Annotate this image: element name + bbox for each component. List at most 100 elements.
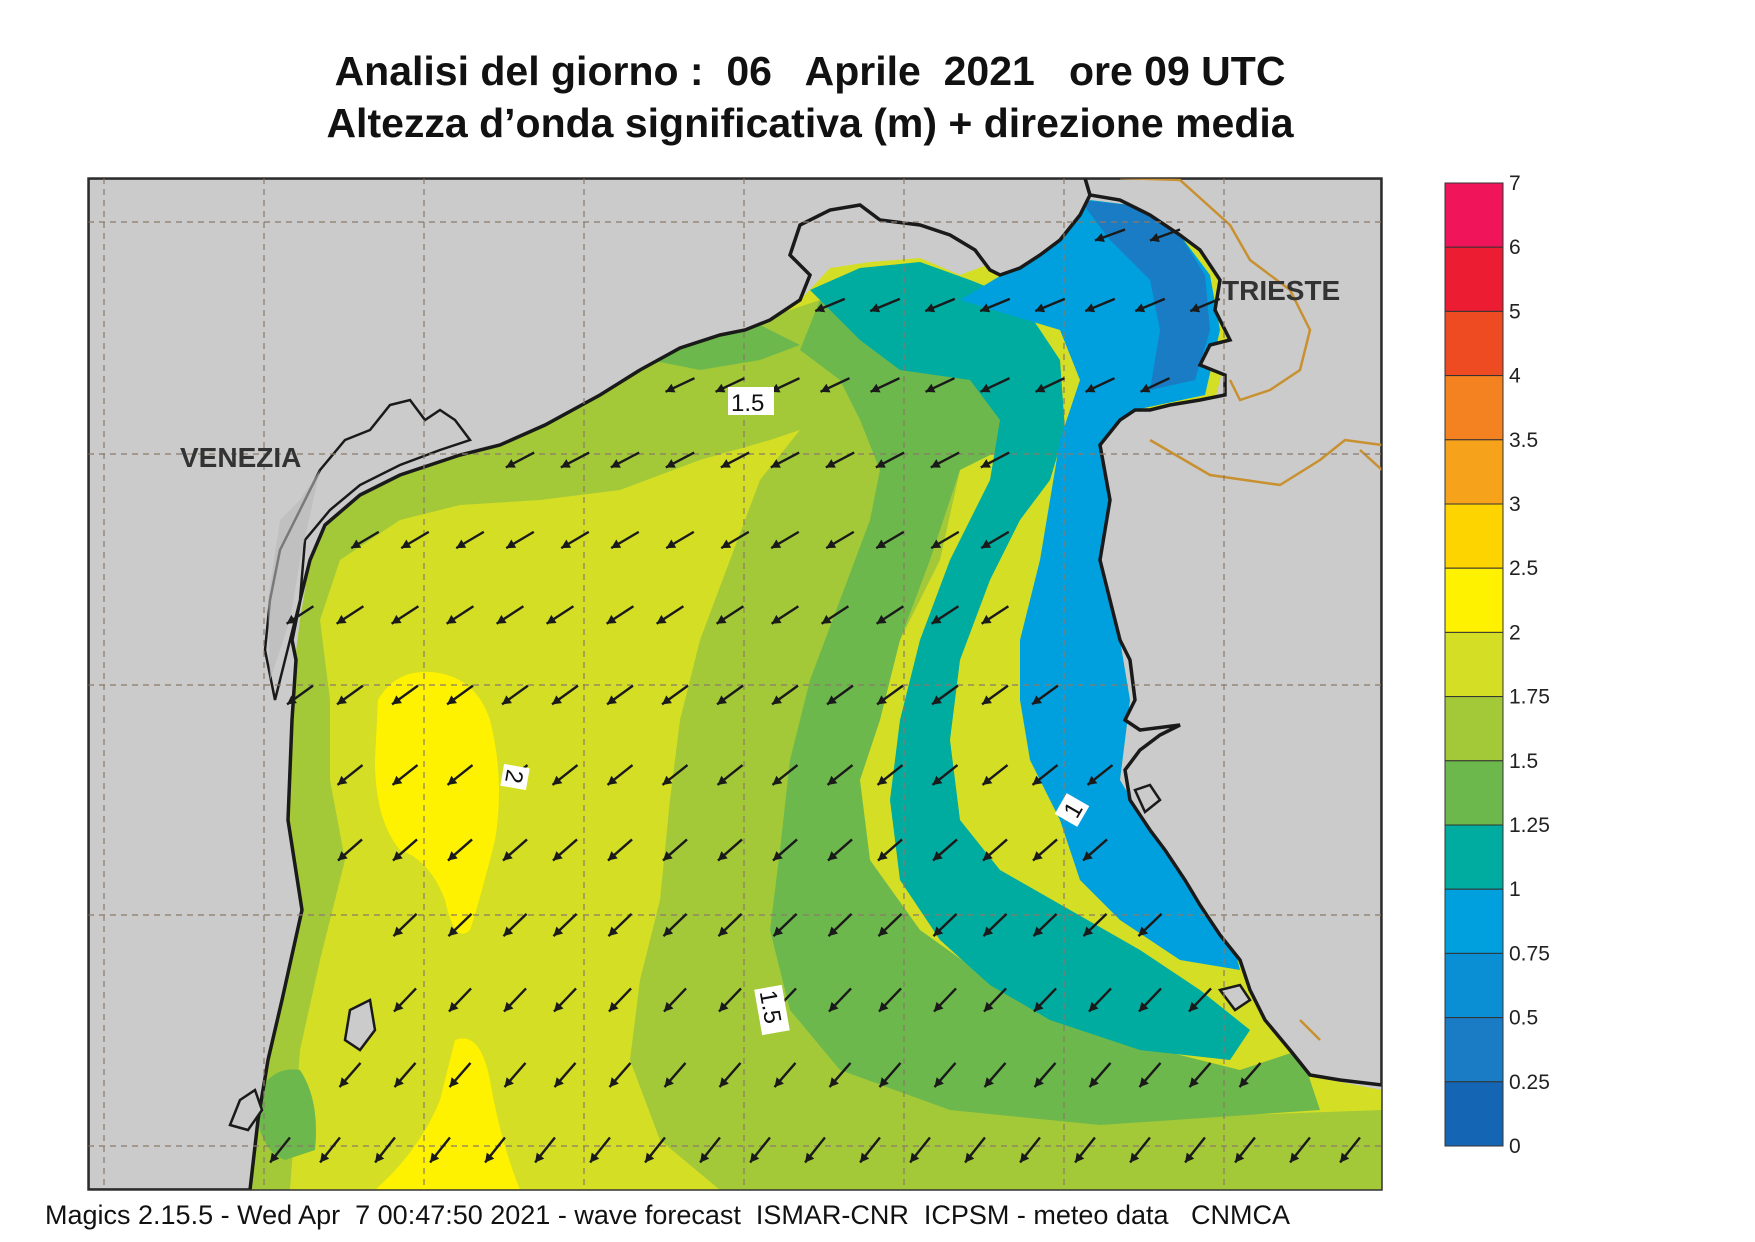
direction-arrow-head	[878, 1001, 889, 1012]
direction-arrow-head	[718, 926, 729, 937]
direction-arrow-head	[392, 851, 403, 861]
legend-label: 0	[1509, 1135, 1521, 1158]
direction-arrow-head	[931, 614, 942, 624]
legend-label: 3	[1509, 493, 1521, 516]
direction-arrow-head	[320, 1152, 330, 1163]
direction-arrow-head	[721, 539, 732, 549]
direction-arrow-head	[982, 851, 993, 861]
direction-arrow-head	[827, 775, 838, 785]
svg-text:1.5: 1.5	[731, 390, 764, 417]
legend-label: 3.5	[1509, 429, 1538, 452]
land-highlight	[268, 470, 320, 680]
direction-arrow-head	[983, 1001, 994, 1012]
direction-arrow-head	[720, 459, 731, 468]
land-west	[88, 178, 1092, 1190]
legend-label: 5	[1509, 300, 1521, 323]
direction-arrow-head	[662, 851, 673, 861]
direction-arrow-head	[447, 775, 458, 785]
direction-arrow-head	[771, 614, 782, 624]
band-1.25-southwest	[255, 1069, 316, 1160]
direction-arrow-head	[716, 614, 727, 624]
direction-arrow-head	[662, 695, 672, 705]
direction-arrow-head	[554, 1077, 564, 1088]
direction-arrow-head	[270, 1152, 280, 1163]
direction-arrow-head	[773, 926, 784, 937]
direction-arrow-head	[829, 1077, 839, 1088]
direction-arrow-head	[607, 851, 618, 861]
direction-arrow-head	[1083, 926, 1094, 937]
direction-arrow-head	[337, 695, 347, 705]
direction-arrow-head	[931, 539, 942, 549]
direction-arrow-head	[772, 775, 783, 785]
direction-arrow-head	[980, 459, 991, 468]
direction-arrow-head	[715, 383, 726, 393]
land-islands	[228, 783, 1252, 1132]
direction-arrow-head	[980, 303, 991, 313]
legend-swatch	[1444, 1017, 1504, 1083]
direction-arrow-head	[983, 926, 994, 937]
direction-arrow-head	[336, 614, 347, 624]
wave-height-map: VENEZIA TRIESTE 1.5 1.5 2 1	[87, 177, 1383, 1191]
direction-arrow-head	[662, 775, 673, 785]
direction-arrow-head	[1033, 1001, 1044, 1012]
legend-swatch	[1444, 888, 1504, 954]
direction-arrow-head	[878, 926, 889, 937]
legend-swatch	[1444, 310, 1504, 377]
direction-arrow-head	[717, 695, 727, 705]
direction-arrow-head	[933, 1001, 944, 1012]
direction-arrow-head	[1033, 926, 1044, 937]
direction-arrow-head	[1032, 775, 1043, 785]
band-1.25	[770, 300, 1320, 1125]
direction-arrow-head	[932, 695, 942, 705]
direction-arrow-head	[1088, 1001, 1099, 1012]
direction-arrow-head	[553, 926, 564, 937]
legend-label: 1.25	[1509, 814, 1550, 837]
direction-arrow-head	[870, 383, 881, 393]
graticule	[88, 178, 1382, 1190]
direction-arrow-head	[608, 1001, 619, 1012]
legend-swatch	[1444, 696, 1504, 762]
legend-label: 0.5	[1509, 1007, 1538, 1030]
direction-arrow-head	[552, 775, 563, 785]
legend-swatch	[1444, 631, 1504, 698]
direction-arrow-head	[718, 1001, 729, 1012]
direction-arrow-head	[611, 539, 622, 549]
direction-arrow-head	[608, 926, 619, 937]
direction-arrow-head	[860, 1152, 870, 1163]
direction-arrow-head	[821, 614, 832, 624]
direction-arrow-head	[750, 1152, 760, 1163]
legend-label: 0.25	[1509, 1071, 1550, 1094]
direction-arrow-head	[645, 1152, 655, 1163]
direction-arrow-head	[287, 695, 297, 705]
direction-arrow-head	[719, 1077, 729, 1088]
direction-arrow-head	[930, 459, 941, 468]
direction-arrow-head	[877, 851, 888, 861]
legend-label: 1.75	[1509, 686, 1550, 709]
band-2-bottom	[375, 1038, 520, 1190]
direction-arrow-head	[590, 1152, 600, 1163]
direction-arrow-head	[351, 539, 362, 549]
direction-arrow-head	[1185, 1152, 1195, 1163]
legend-swatch	[1444, 182, 1504, 248]
direction-arrow-head	[503, 926, 514, 937]
direction-arrow-head	[394, 1077, 404, 1088]
direction-arrow-head	[772, 695, 782, 705]
direction-arrow-head	[1135, 303, 1146, 313]
direction-arrow-head	[553, 1001, 564, 1012]
svg-text:1.5: 1.5	[754, 988, 786, 1026]
direction-arrow-head	[879, 1077, 889, 1088]
direction-arrow-head	[391, 614, 402, 624]
band-0.75	[960, 200, 1240, 970]
chart-subtitle: Altezza d’onda significativa (m) + direz…	[326, 100, 1294, 146]
direction-arrow-head	[664, 1077, 674, 1088]
contour-label-bottom: 1.5	[754, 984, 790, 1036]
direction-arrow-head	[877, 775, 888, 785]
legend-swatch	[1444, 567, 1504, 633]
national-border	[1119, 178, 1382, 1041]
direction-arrow-head	[552, 851, 563, 861]
direction-arrow-head	[925, 383, 936, 393]
direction-arrow-head	[933, 926, 944, 937]
direction-arrow-head	[827, 695, 837, 705]
direction-arrow-head	[546, 614, 557, 624]
footer-credits: Magics 2.15.5 - Wed Apr 7 00:47:50 2021 …	[45, 1200, 1290, 1230]
